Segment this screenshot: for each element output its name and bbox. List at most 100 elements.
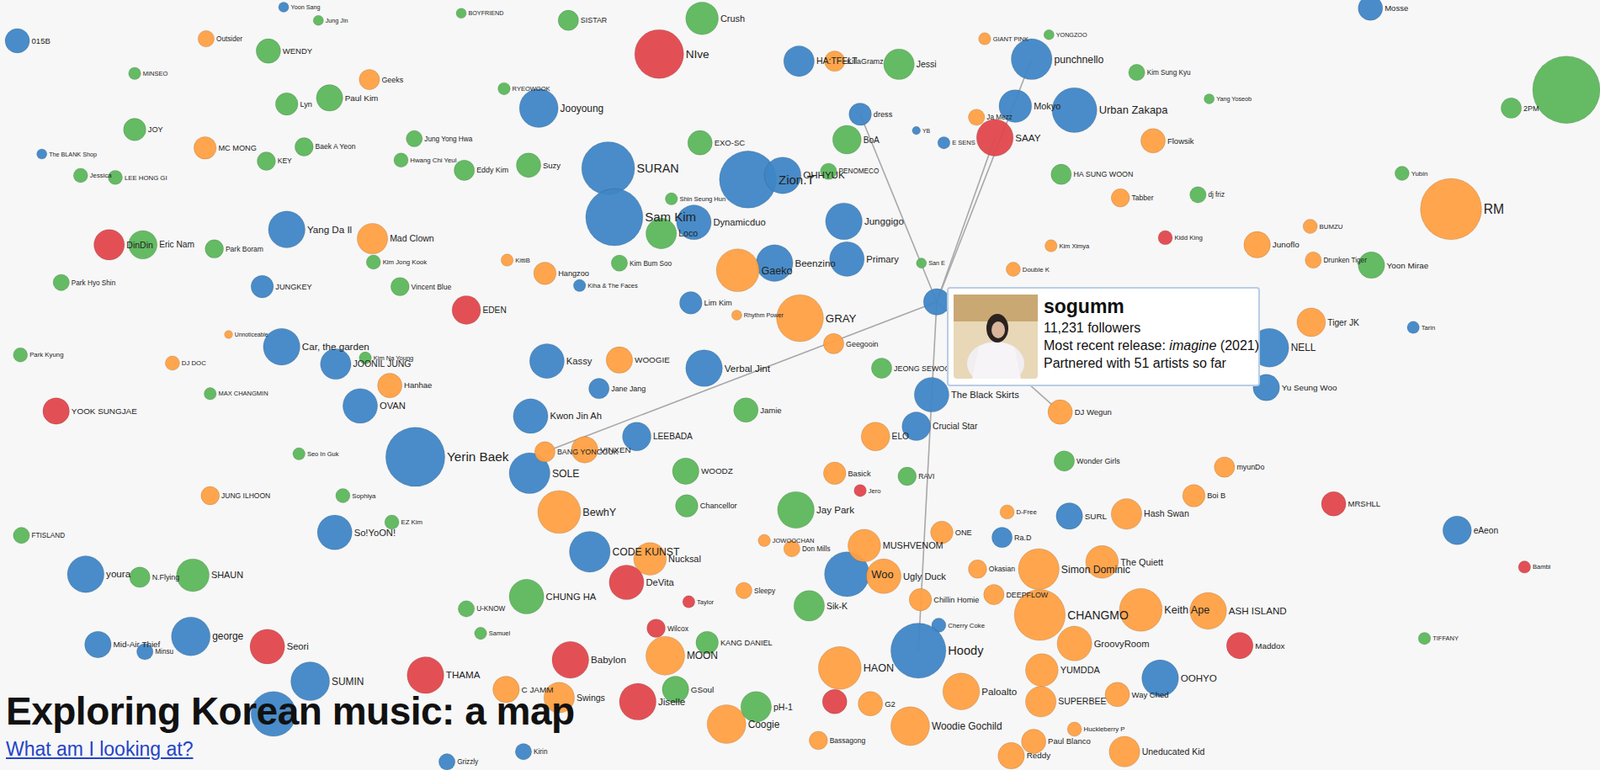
artist-bubble[interactable] <box>451 295 481 325</box>
artist-bubble[interactable] <box>976 119 1014 157</box>
artist-bubble[interactable] <box>1305 251 1322 268</box>
artist-bubble[interactable] <box>923 288 951 316</box>
artist-bubble[interactable] <box>1226 632 1254 660</box>
artist-bubble[interactable] <box>552 641 590 679</box>
artist-bubble[interactable] <box>1190 186 1207 203</box>
artist-bubble[interactable] <box>474 627 488 640</box>
artist-bubble[interactable] <box>171 616 211 656</box>
artist-bubble[interactable] <box>1214 457 1235 478</box>
artist-bubble[interactable] <box>366 255 381 270</box>
artist-bubble[interactable] <box>735 582 752 599</box>
artist-bubble[interactable] <box>1442 515 1472 545</box>
artist-bubble[interactable] <box>776 294 824 342</box>
artist-bubble[interactable] <box>634 29 684 79</box>
artist-bubble[interactable] <box>275 92 298 116</box>
artist-bubble[interactable] <box>861 422 890 452</box>
artist-bubble[interactable] <box>991 527 1012 548</box>
artist-bubble[interactable] <box>13 347 28 362</box>
artist-bubble[interactable] <box>783 46 814 77</box>
artist-bubble[interactable] <box>898 467 917 486</box>
artist-bubble[interactable] <box>1051 164 1072 185</box>
artist-bubble[interactable] <box>912 126 921 135</box>
artist-bubble[interactable] <box>968 109 985 126</box>
artist-bubble[interactable] <box>793 590 824 622</box>
artist-bubble[interactable] <box>1053 451 1074 472</box>
artist-bubble[interactable] <box>619 683 657 721</box>
artist-bubble[interactable] <box>847 529 881 563</box>
artist-bubble[interactable] <box>1067 722 1082 737</box>
artist-bubble[interactable] <box>164 356 180 371</box>
artist-bubble[interactable] <box>313 15 324 26</box>
artist-bubble[interactable] <box>123 118 147 142</box>
artist-bubble[interactable] <box>406 130 423 147</box>
artist-bubble[interactable] <box>647 619 666 638</box>
artist-bubble[interactable] <box>858 691 883 717</box>
artist-bubble[interactable] <box>581 141 635 195</box>
artist-bubble[interactable] <box>1005 261 1021 277</box>
artist-bubble[interactable] <box>569 531 611 572</box>
artist-bubble[interactable] <box>914 377 949 412</box>
artist-bubble[interactable] <box>682 595 696 609</box>
artist-bubble[interactable] <box>454 159 475 181</box>
artist-bubble[interactable] <box>1394 166 1409 181</box>
artist-bubble[interactable] <box>716 249 760 293</box>
artist-bubble[interactable] <box>1182 484 1206 508</box>
artist-bubble[interactable] <box>356 223 388 254</box>
artist-bubble[interactable] <box>706 704 746 744</box>
artist-bubble[interactable] <box>664 192 678 206</box>
artist-bubble[interactable] <box>250 275 274 298</box>
artist-bubble[interactable] <box>890 622 946 678</box>
artist-bubble[interactable] <box>808 731 828 750</box>
artist-bubble[interactable] <box>1407 321 1420 335</box>
artist-bubble[interactable] <box>500 254 514 267</box>
artist-bubble[interactable] <box>316 85 344 112</box>
artist-bubble[interactable] <box>609 564 644 600</box>
artist-bubble[interactable] <box>278 1 289 12</box>
artist-bubble[interactable] <box>537 490 581 534</box>
artist-bubble[interactable] <box>573 279 586 293</box>
artist-bubble[interactable] <box>53 274 70 291</box>
artist-bubble[interactable] <box>385 427 445 487</box>
artist-bubble[interactable] <box>916 258 927 269</box>
artist-bubble[interactable] <box>1243 231 1271 259</box>
artist-bubble[interactable] <box>255 38 281 64</box>
artist-bubble[interactable] <box>589 378 610 399</box>
artist-bubble[interactable] <box>823 333 844 354</box>
artist-bubble[interactable] <box>908 588 932 612</box>
artist-bubble[interactable] <box>377 373 403 399</box>
artist-bubble[interactable] <box>263 328 301 366</box>
artist-bubble[interactable] <box>268 211 306 249</box>
artist-bubble[interactable] <box>128 67 142 80</box>
artist-bubble[interactable] <box>249 629 285 665</box>
artist-bubble[interactable] <box>529 343 564 378</box>
artist-bubble[interactable] <box>129 567 150 588</box>
artist-bubble[interactable] <box>823 462 846 485</box>
artist-bubble[interactable] <box>1056 502 1084 530</box>
artist-bubble[interactable] <box>1358 0 1383 21</box>
artist-bubble[interactable] <box>685 1 719 35</box>
artist-bubble[interactable] <box>679 292 702 315</box>
artist-bubble[interactable] <box>998 742 1026 770</box>
artist-bubble[interactable] <box>1105 682 1130 707</box>
artist-bubble[interactable] <box>1420 178 1483 240</box>
artist-bubble[interactable] <box>457 600 474 617</box>
artist-bubble[interactable] <box>534 441 555 463</box>
artist-bubble[interactable] <box>292 447 306 461</box>
artist-bubble[interactable] <box>1158 230 1173 245</box>
artist-bubble[interactable] <box>777 491 815 529</box>
artist-bubble[interactable] <box>342 388 378 424</box>
artist-bubble[interactable] <box>942 673 980 711</box>
artist-bubble[interactable] <box>176 558 210 592</box>
artist-bubble[interactable] <box>825 202 863 240</box>
artist-bubble[interactable] <box>978 32 992 46</box>
artist-bubble[interactable] <box>359 69 380 90</box>
artist-bubble[interactable] <box>5 28 30 54</box>
artist-bubble[interactable] <box>1518 561 1531 575</box>
artist-bubble[interactable] <box>818 646 862 690</box>
artist-bubble[interactable] <box>1532 56 1600 124</box>
artist-bubble[interactable] <box>37 148 48 160</box>
artist-bubble[interactable] <box>390 277 410 297</box>
artist-bubble[interactable] <box>890 706 930 746</box>
artist-bubble[interactable] <box>675 494 699 518</box>
artist-bubble[interactable] <box>585 188 644 246</box>
